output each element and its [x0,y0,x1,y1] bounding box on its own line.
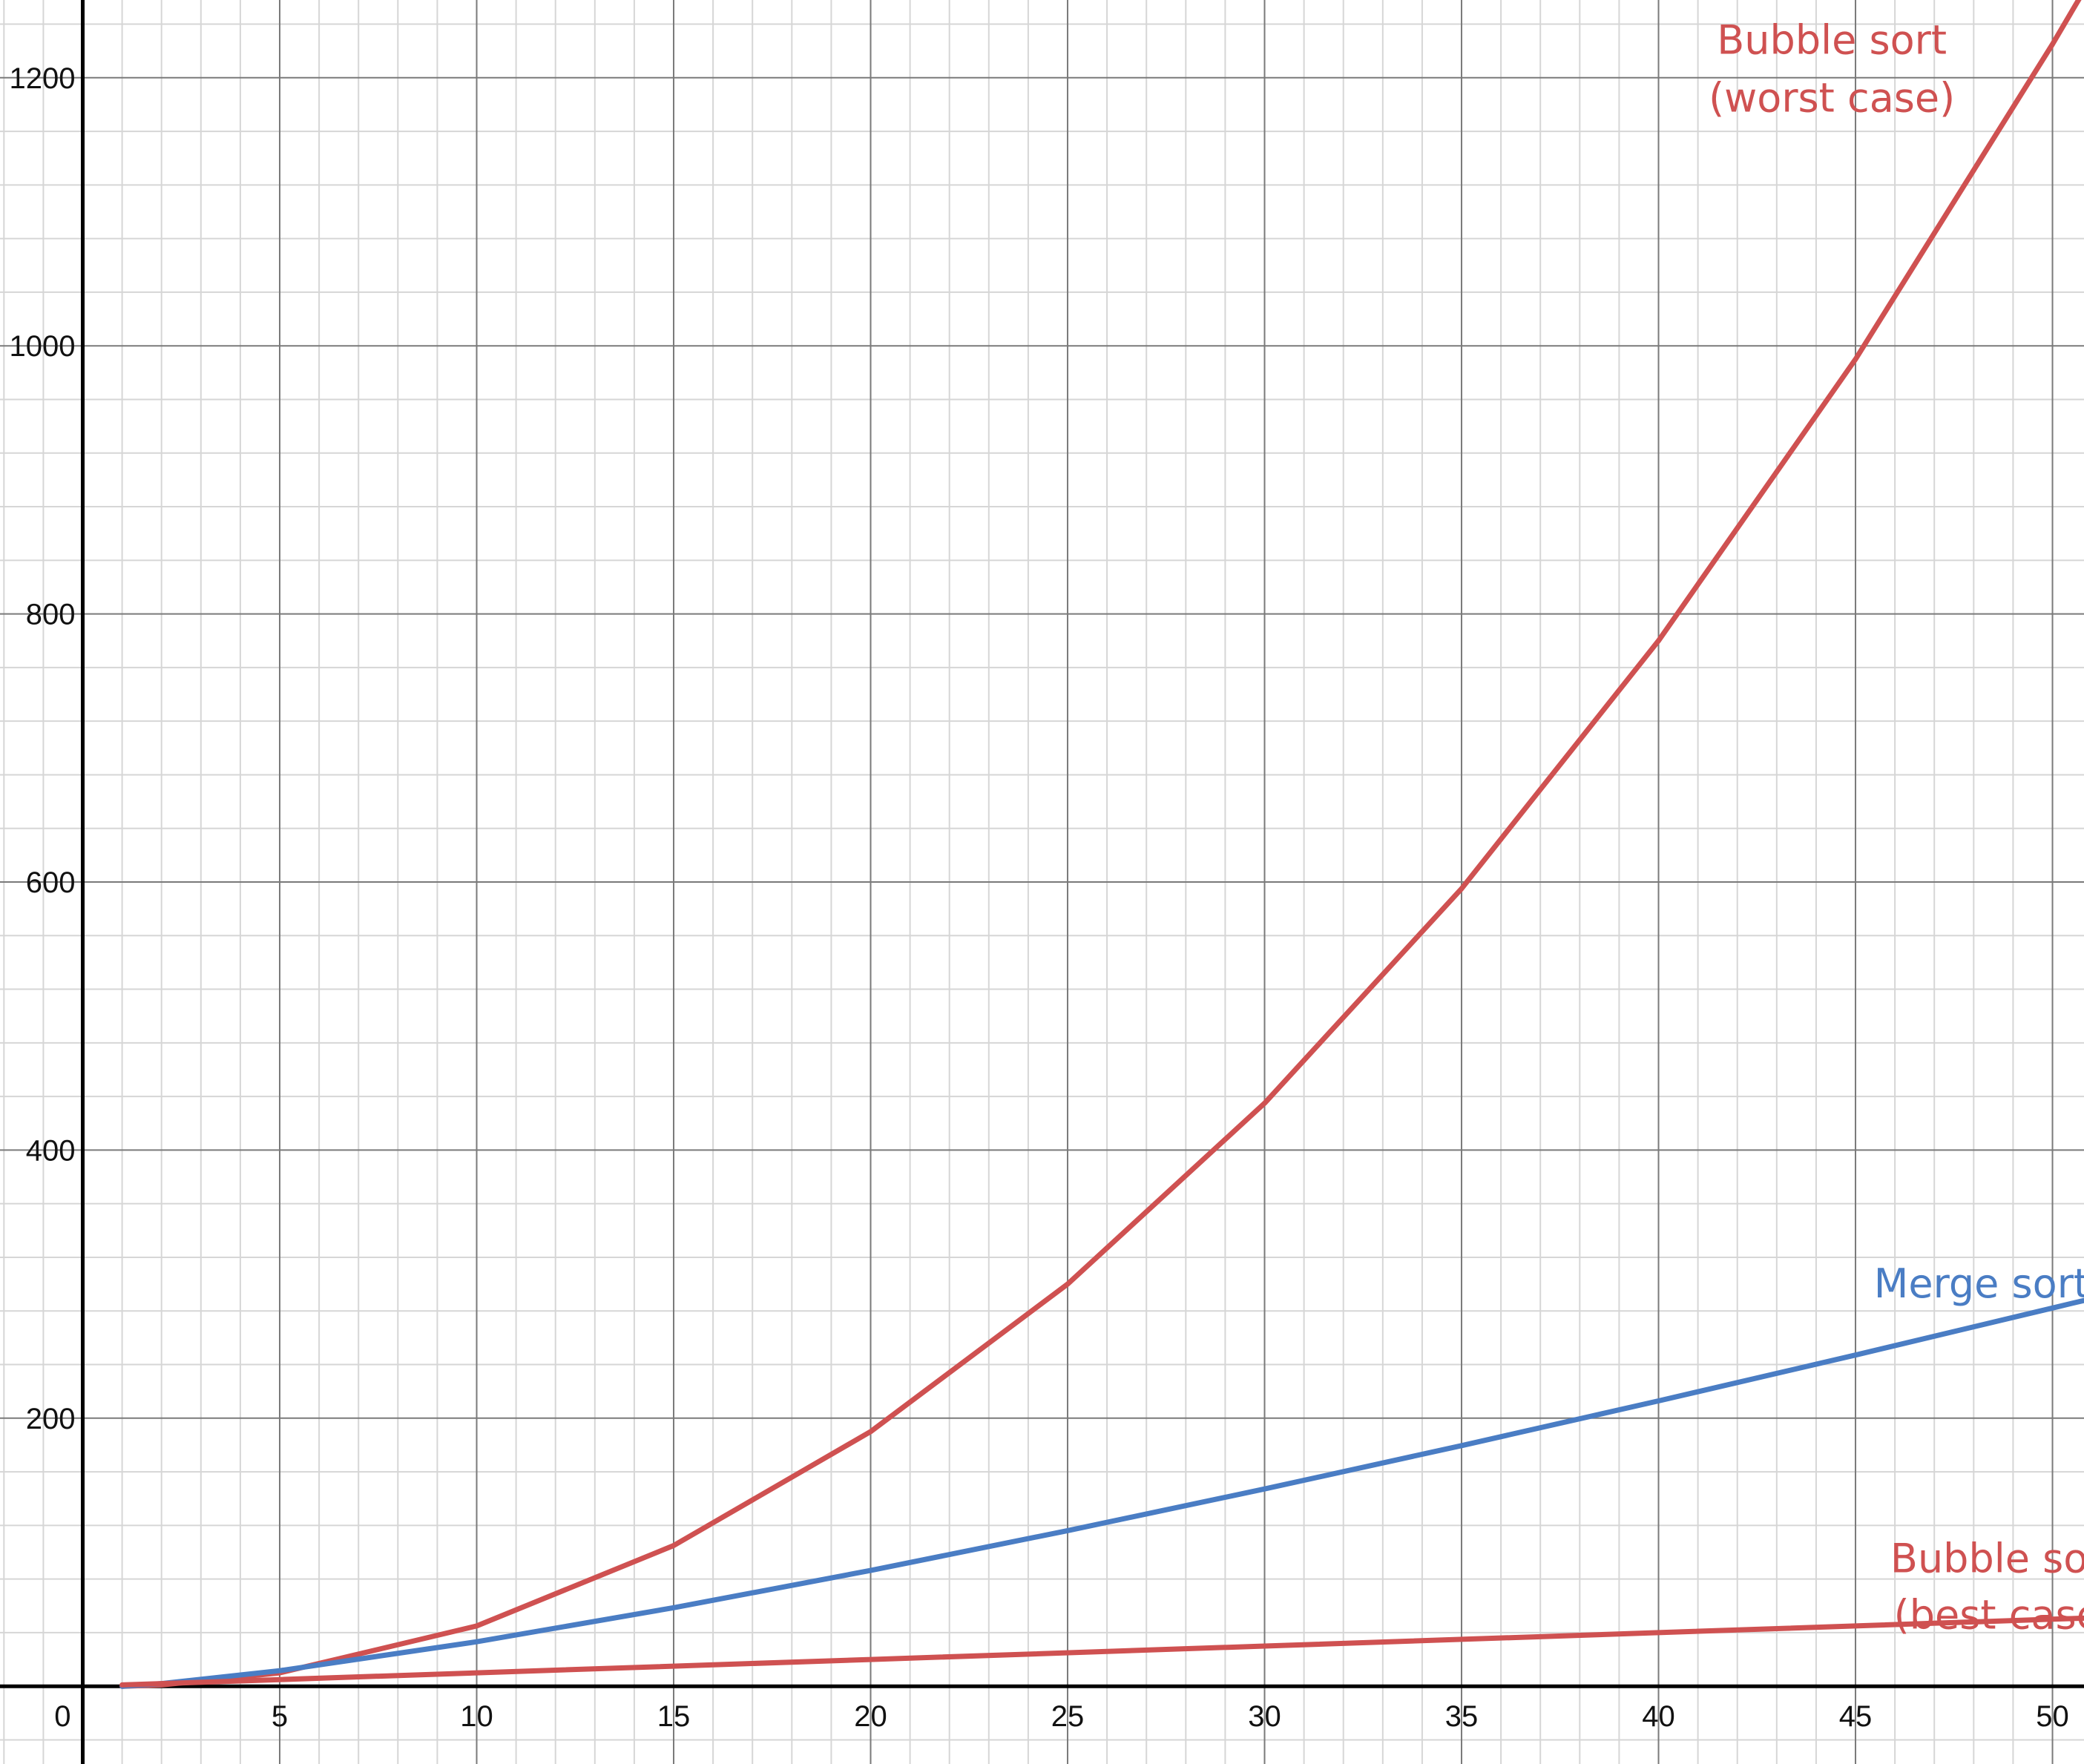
x-tick-label: 0 [54,1700,70,1733]
y-tick-label: 800 [26,599,76,631]
x-tick-label: 45 [1839,1700,1873,1733]
y-tick-label: 1000 [10,330,76,363]
series-line-2 [119,1297,2084,1689]
series-labels: Bubble sort (worst case) Merge sort Bubble … [1709,16,2084,1638]
x-tick-label: 20 [854,1700,887,1733]
series-label-line: Bubble sort [1717,16,1947,63]
x-tick-label: 5 [272,1700,288,1733]
series-label-1: Bubble sort (worst case) [1709,16,1955,121]
y-tick-label: 200 [26,1403,76,1435]
series-label-line: Bubble sort [1890,1536,2084,1582]
y-tick-label: 600 [26,866,76,899]
y-tick-label: 400 [26,1134,76,1167]
tick-labels: 0 5 10 15 20 25 30 35 40 45 50 200 400 600 800 1000 1200 [10,62,2069,1733]
x-tick-label: 15 [657,1700,691,1733]
series-line-3 [119,1615,2084,1688]
series-label-line: (worst case) [1709,74,1955,121]
series-label-2: Merge sort [1874,1260,2084,1307]
series-label-line: (best case) [1894,1592,2084,1639]
x-tick-label: 30 [1248,1700,1281,1733]
series-label-line: Merge sort [1874,1260,2084,1307]
x-tick-label: 35 [1445,1700,1479,1733]
series-label-3: Bubble sort (best case) [1890,1536,2084,1639]
y-tick-label: 1200 [10,62,76,95]
x-tick-label: 10 [460,1700,493,1733]
series-lines [119,0,2084,1689]
x-tick-label: 50 [2036,1700,2069,1733]
x-tick-label: 25 [1051,1700,1085,1733]
x-tick-label: 40 [1642,1700,1675,1733]
